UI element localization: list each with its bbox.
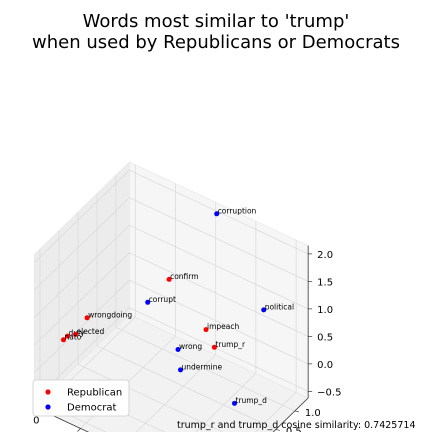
- series-republican: confirmimpeachtrump_rwrongdoingdulyelect…: [61, 272, 246, 350]
- point-label-undermine: undermine: [182, 362, 223, 371]
- point-label-corruption: corruption: [218, 206, 257, 215]
- point-label-impeach: impeach: [207, 322, 239, 331]
- x-tick-mark: [77, 428, 81, 432]
- grid-z-back: [129, 252, 309, 337]
- y-tick-mark: [275, 429, 280, 431]
- legend-label-republican: Republican: [67, 388, 122, 399]
- grid-z-left: [34, 169, 130, 263]
- point-wrong: [175, 347, 181, 352]
- grid-z-left: [34, 252, 130, 346]
- z-tick-label: 1.5: [317, 277, 333, 288]
- footer-similarity-text: trump_r and trump_d cosine similarity: 0…: [177, 420, 416, 431]
- y-tick-mark: [294, 410, 299, 413]
- grid-x-floor: [254, 392, 297, 432]
- point-trump_d: [232, 400, 237, 406]
- point-nato: [61, 337, 66, 343]
- point-corruption: [214, 211, 220, 217]
- x-tick-label: 0: [33, 416, 39, 427]
- point-label-elected: elected: [77, 327, 105, 336]
- point-label-political: political: [265, 302, 294, 311]
- grid-z-back: [129, 307, 309, 392]
- legend-frame: [32, 379, 130, 417]
- y-tick-label: 0.5: [286, 426, 302, 432]
- grid-x-floor: [195, 373, 257, 432]
- point-label-confirm: confirm: [170, 272, 198, 281]
- gridlines: [34, 164, 309, 432]
- grid-z-back: [129, 279, 309, 365]
- x-axis-line: [34, 406, 90, 432]
- point-impeach: [203, 327, 209, 333]
- data-points: confirmimpeachtrump_rwrongdoingdulyelect…: [61, 206, 294, 406]
- z-tick-label: 0.0: [317, 360, 333, 371]
- point-duly: [65, 333, 70, 339]
- legend: Republican Democrat: [32, 379, 130, 417]
- z-tick-label: 0.5: [317, 332, 333, 343]
- point-wrongdoing: [84, 315, 90, 321]
- point-label-trump_r: trump_r: [215, 340, 246, 349]
- grid-z-left: [34, 279, 130, 373]
- grid-y-floor: [115, 326, 296, 412]
- z-tick-label: −0.5: [317, 387, 341, 398]
- point-trump_r: [211, 344, 217, 350]
- legend-marker-republican: [45, 389, 51, 395]
- grid-z-left: [34, 197, 130, 291]
- grid-y-floor: [96, 345, 277, 430]
- point-undermine: [178, 367, 183, 373]
- legend-label-democrat: Democrat: [67, 403, 116, 414]
- point-label-nato: nato: [65, 332, 82, 341]
- grid-z-back: [129, 224, 309, 310]
- point-label-corrupt: corrupt: [149, 295, 176, 304]
- chart-title-line-2: when used by Republicans or Democrats: [32, 32, 400, 53]
- point-label-wrong: wrong: [179, 342, 202, 351]
- point-corrupt: [145, 299, 151, 305]
- point-label-wrongdoing: wrongdoing: [88, 310, 132, 319]
- grid-y-floor: [77, 363, 224, 432]
- y-tick-label: 1.0: [305, 408, 321, 419]
- z-tick-label: 1.0: [317, 305, 333, 316]
- back-wall-pane: [129, 161, 309, 399]
- grid-z-left: [34, 224, 130, 318]
- point-confirm: [166, 276, 172, 282]
- grid-z-back: [129, 197, 309, 282]
- grid-z-back: [129, 169, 309, 255]
- z-tick-label: 2.0: [317, 250, 333, 261]
- point-label-trump_d: trump_d: [236, 396, 268, 405]
- point-elected: [73, 331, 78, 337]
- chart-title-line-1: Words most similar to 'trump': [83, 11, 350, 32]
- y-axis-line: [272, 397, 309, 432]
- point-political: [261, 307, 267, 313]
- series-democrat: corruption political corrupt wrong undermine…: [145, 206, 294, 406]
- legend-marker-democrat: [45, 404, 51, 410]
